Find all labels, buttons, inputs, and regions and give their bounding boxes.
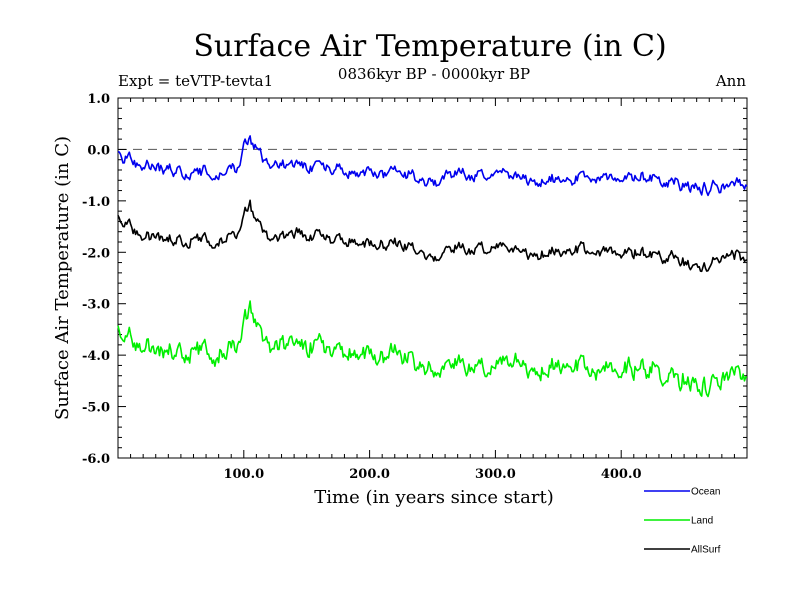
chart-title: Surface Air Temperature (in C) bbox=[193, 29, 666, 64]
x-tick-label: 400.0 bbox=[601, 467, 642, 482]
series-line-allsurf bbox=[117, 199, 748, 273]
y-tick-label: -3.0 bbox=[82, 298, 110, 313]
season-label: Ann bbox=[715, 72, 746, 90]
y-axis-label: Surface Air Temperature (in C) bbox=[52, 136, 73, 420]
y-tick-label: -2.0 bbox=[82, 246, 110, 261]
legend: Ocean Land AllSurf bbox=[644, 487, 721, 556]
x-axis-label: Time (in years since start) bbox=[314, 487, 554, 508]
axis-ticks: 1.0 0.0 -1.0 -2.0 -3.0 -4.0 -5.0 -6.0 100.0 200.0… bbox=[82, 92, 747, 482]
y-tick-label: -4.0 bbox=[82, 349, 110, 364]
plot-frame bbox=[117, 97, 748, 459]
experiment-label: Expt = teVTP-tevta1 bbox=[118, 72, 273, 90]
y-tick-label: 1.0 bbox=[87, 92, 110, 107]
series-line-land bbox=[117, 300, 748, 398]
y-tick-label: -6.0 bbox=[82, 452, 110, 467]
y-tick-label: -1.0 bbox=[82, 195, 110, 210]
plot-area bbox=[117, 97, 748, 459]
x-tick-label: 200.0 bbox=[349, 467, 390, 482]
y-tick-label: -5.0 bbox=[82, 401, 110, 416]
legend-label-allsurf: AllSurf bbox=[691, 545, 721, 556]
legend-label-ocean: Ocean bbox=[691, 487, 720, 498]
y-tick-label: 0.0 bbox=[87, 143, 110, 158]
x-tick-label: 100.0 bbox=[223, 467, 264, 482]
series-layer bbox=[117, 135, 748, 398]
series-line-ocean bbox=[117, 135, 748, 197]
chart-subtitle: 0836kyr BP - 0000kyr BP bbox=[338, 65, 530, 83]
legend-label-land: Land bbox=[691, 516, 713, 527]
x-tick-label: 300.0 bbox=[475, 467, 516, 482]
